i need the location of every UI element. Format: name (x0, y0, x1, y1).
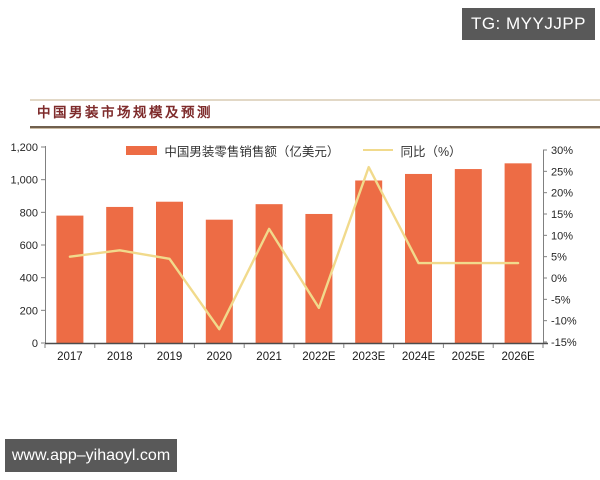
bar-series-label: 中国男装零售销售额（亿美元） (164, 144, 340, 159)
right-tick-label: -5% (551, 294, 571, 306)
legend-item-sales: 中国男装零售销售额（亿美元） (126, 141, 339, 160)
bar-2025E (454, 169, 482, 343)
bar-2020 (205, 219, 233, 343)
left-tick-label: 600 (20, 240, 38, 252)
left-tick-label: 800 (20, 207, 38, 219)
bar-2017 (56, 215, 84, 343)
chart-legend: 中国男装零售销售额（亿美元） 同比（%） (45, 141, 543, 159)
bar-2022E (305, 213, 333, 343)
title-bottom-rule (30, 126, 600, 129)
right-tick-label: 25% (551, 166, 573, 178)
left-tick-label: 0 (32, 338, 38, 350)
x-label-2017: 2017 (57, 351, 83, 363)
right-tick-label: 0% (551, 273, 567, 285)
x-label-2020: 2020 (207, 351, 233, 363)
left-tick-label: 200 (20, 305, 38, 317)
right-tick-label: -10% (551, 316, 577, 328)
bar-2026E (504, 163, 532, 343)
yoy-line (68, 165, 520, 331)
bar-2021 (255, 204, 283, 343)
x-axis: 2017 2018 2019 2020 2021 2022E 2023E 2024E 2025E… (44, 342, 548, 363)
x-label-2022E: 2022E (302, 351, 336, 363)
site-watermark-badge: www.app–yihaoyl.com (5, 439, 177, 472)
right-tick-label: 15% (551, 209, 573, 221)
x-label-2018: 2018 (107, 351, 133, 363)
right-tick-label: 30% (551, 145, 573, 157)
left-tick-label: 1,200 (10, 142, 38, 154)
menswear-market-chart: 中国男装零售销售额（亿美元） 同比（%） 0 200 400 600 800 1,000 1… (0, 138, 600, 383)
axes (45, 146, 544, 343)
x-label-2021: 2021 (256, 351, 282, 363)
line-series-label: 同比（%） (400, 144, 462, 159)
x-label-2025E: 2025E (452, 351, 486, 363)
bar-series (56, 163, 532, 343)
bar-2024E (405, 173, 432, 343)
x-label-2024E: 2024E (402, 351, 436, 363)
legend-item-yoy: 同比（%） (363, 141, 462, 160)
x-label-2023E: 2023E (352, 351, 386, 363)
left-tick-label: 1,000 (10, 175, 38, 187)
chart-canvas: 0 200 400 600 800 1,000 1,200 -15% -10% -5% 0% 5% 10… (10, 142, 577, 363)
left-tick-label: 400 (20, 273, 38, 285)
x-label-2019: 2019 (157, 351, 183, 363)
left-axis-ticks: 0 200 400 600 800 1,000 1,200 (10, 142, 45, 350)
right-tick-label: -15% (551, 337, 577, 349)
section-title: 中国男装市场规模及预测 (37, 105, 213, 121)
bar-2023E (355, 180, 383, 343)
right-tick-label: 5% (551, 252, 567, 264)
x-label-2026E: 2026E (501, 351, 535, 363)
right-tick-label: 10% (551, 230, 573, 242)
bar-series-swatch-icon (126, 145, 158, 155)
right-axis-ticks: -15% -10% -5% 0% 5% 10% 15% 20% 25% 30% (543, 145, 577, 349)
bar-2018 (106, 206, 134, 343)
tg-watermark-badge: TG: MYYJJPP (462, 8, 595, 40)
right-tick-label: 20% (551, 188, 573, 200)
line-series-swatch-icon (363, 148, 394, 152)
title-top-rule (30, 99, 600, 101)
